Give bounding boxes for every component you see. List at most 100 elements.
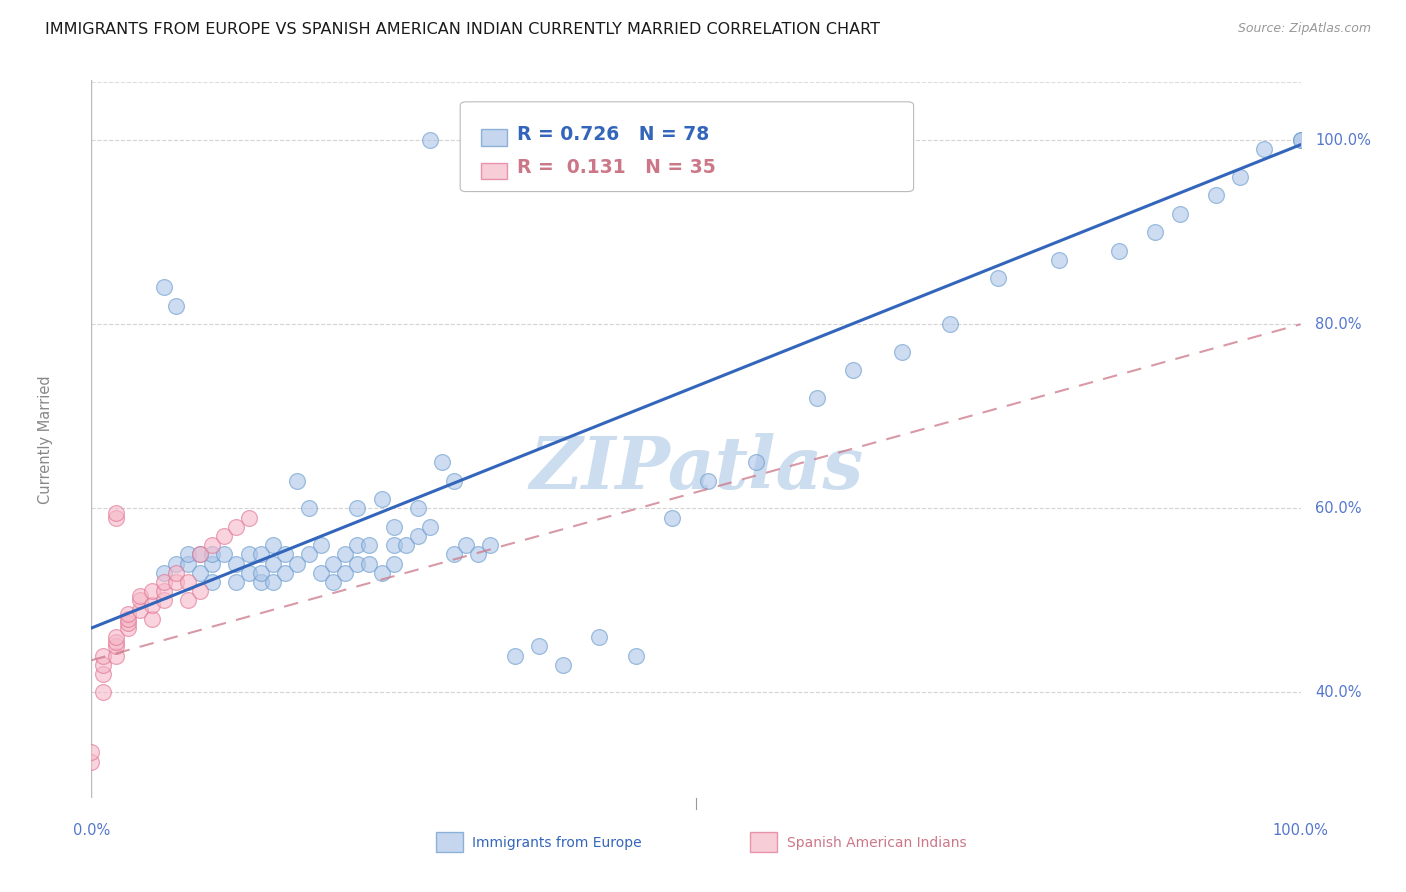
Point xyxy=(697,474,720,488)
Point xyxy=(165,557,187,571)
Point xyxy=(359,538,381,552)
Point xyxy=(153,566,176,580)
Point xyxy=(309,538,332,552)
Point xyxy=(588,630,610,644)
Point xyxy=(890,344,912,359)
Point xyxy=(939,317,962,331)
Point xyxy=(93,685,115,699)
Point xyxy=(382,557,405,571)
Point xyxy=(238,548,260,562)
Point xyxy=(201,557,224,571)
Text: R = 0.726   N = 78: R = 0.726 N = 78 xyxy=(517,125,709,144)
FancyBboxPatch shape xyxy=(481,129,508,145)
Point xyxy=(419,133,441,147)
Point xyxy=(117,607,139,622)
FancyBboxPatch shape xyxy=(751,832,778,852)
Point xyxy=(249,566,271,580)
Text: Currently Married: Currently Married xyxy=(38,375,53,504)
Point xyxy=(201,548,224,562)
Point xyxy=(93,648,115,663)
Point xyxy=(153,593,176,607)
Point xyxy=(80,745,103,759)
Point xyxy=(298,548,321,562)
Point xyxy=(346,557,368,571)
Point xyxy=(177,548,200,562)
Point xyxy=(1253,142,1275,156)
Text: 0.0%: 0.0% xyxy=(73,823,110,838)
Point xyxy=(165,299,187,313)
Point xyxy=(104,648,127,663)
FancyBboxPatch shape xyxy=(460,102,914,192)
Point xyxy=(842,363,865,377)
Text: Immigrants from Europe: Immigrants from Europe xyxy=(472,836,643,850)
Point xyxy=(479,538,502,552)
Point xyxy=(262,557,284,571)
Point xyxy=(117,616,139,631)
Point xyxy=(249,548,271,562)
Point xyxy=(370,492,392,507)
Text: 100.0%: 100.0% xyxy=(1315,133,1371,147)
Point xyxy=(745,455,768,469)
Point xyxy=(1289,133,1312,147)
Point xyxy=(285,557,308,571)
Point xyxy=(1168,207,1191,221)
FancyBboxPatch shape xyxy=(436,832,463,852)
Point xyxy=(443,474,465,488)
Text: Spanish American Indians: Spanish American Indians xyxy=(787,836,966,850)
Point xyxy=(467,548,489,562)
Point xyxy=(274,548,297,562)
Point xyxy=(153,574,176,589)
Point xyxy=(309,566,332,580)
Point xyxy=(274,566,297,580)
Point xyxy=(141,612,163,626)
Point xyxy=(117,621,139,635)
Text: ZIPatlas: ZIPatlas xyxy=(529,433,863,503)
Point xyxy=(406,529,429,543)
Point xyxy=(430,455,453,469)
Point xyxy=(177,557,200,571)
Point xyxy=(806,391,828,405)
Point xyxy=(128,602,150,616)
Point xyxy=(335,566,357,580)
Point xyxy=(249,574,271,589)
Point xyxy=(141,584,163,599)
Point xyxy=(1289,133,1312,147)
Point xyxy=(335,548,357,562)
Point xyxy=(80,755,103,769)
Point xyxy=(214,548,236,562)
Point xyxy=(406,501,429,516)
Point xyxy=(1229,169,1251,184)
FancyBboxPatch shape xyxy=(481,162,508,179)
Point xyxy=(128,593,150,607)
Point xyxy=(188,548,211,562)
Text: 40.0%: 40.0% xyxy=(1315,685,1361,700)
Text: 60.0%: 60.0% xyxy=(1315,500,1361,516)
Point xyxy=(225,557,247,571)
Point xyxy=(104,630,127,644)
Point xyxy=(346,538,368,552)
Point xyxy=(467,133,489,147)
Text: 100.0%: 100.0% xyxy=(1272,823,1329,838)
Point xyxy=(661,510,683,524)
Point xyxy=(177,574,200,589)
Point xyxy=(153,584,176,599)
Point xyxy=(141,598,163,612)
Point xyxy=(104,510,127,524)
Point xyxy=(238,510,260,524)
Point xyxy=(262,538,284,552)
Point xyxy=(370,566,392,580)
Point xyxy=(104,635,127,649)
Point xyxy=(1047,252,1070,267)
Point xyxy=(165,574,187,589)
Point xyxy=(225,520,247,534)
Point xyxy=(93,657,115,672)
Point xyxy=(624,648,647,663)
Point xyxy=(322,557,344,571)
Point xyxy=(298,501,321,516)
Point xyxy=(322,574,344,589)
Point xyxy=(1144,225,1167,239)
Point xyxy=(117,612,139,626)
Text: Source: ZipAtlas.com: Source: ZipAtlas.com xyxy=(1237,22,1371,36)
Text: 80.0%: 80.0% xyxy=(1315,317,1361,332)
Point xyxy=(188,548,211,562)
